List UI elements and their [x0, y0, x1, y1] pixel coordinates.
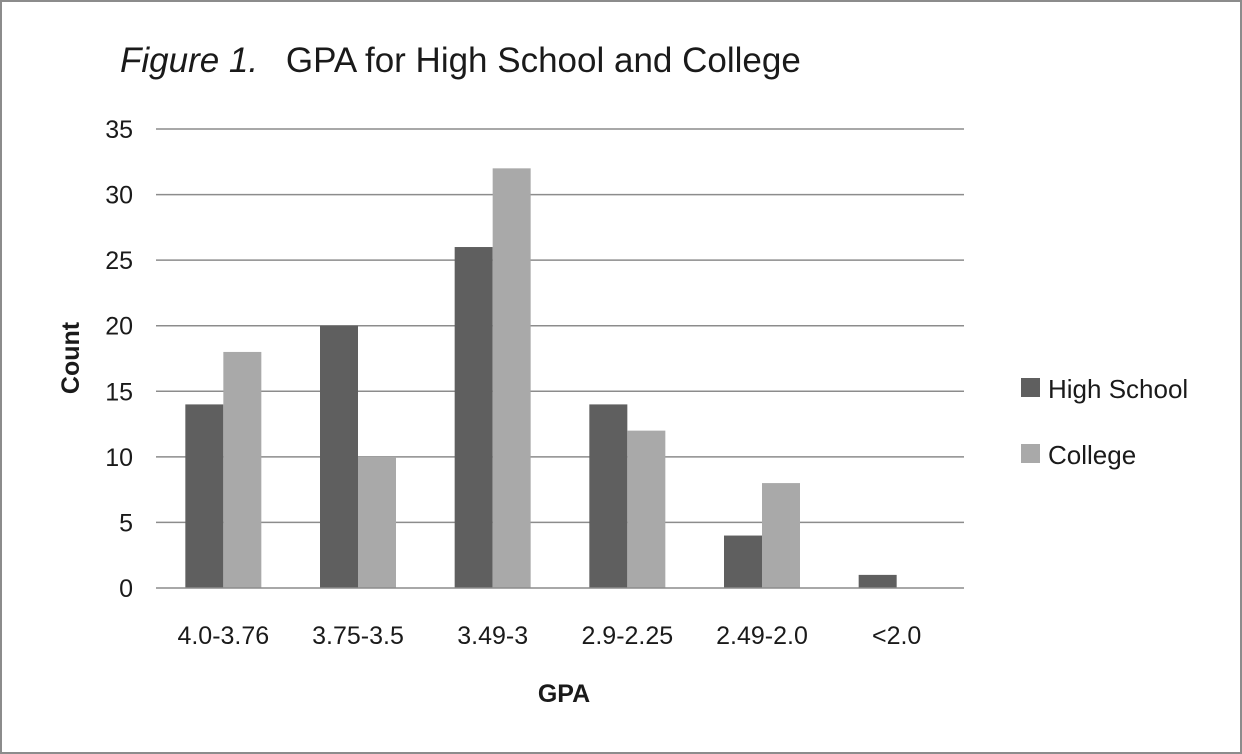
chart-title-prefix: Figure 1. — [120, 41, 258, 80]
y-tick-label-0: 0 — [119, 575, 133, 603]
bar-high-school-4 — [589, 404, 628, 588]
y-tick-label-5: 5 — [119, 509, 133, 537]
bar-high-school-3 — [454, 247, 493, 588]
y-tick-label-30: 30 — [105, 182, 133, 210]
bar-college-1 — [223, 351, 262, 588]
chart-title-main: GPA for High School and College — [286, 41, 801, 80]
y-tick-label-10: 10 — [105, 444, 133, 472]
x-tick-label-1: 4.0-3.76 — [177, 622, 269, 650]
bar-college-2 — [358, 456, 396, 588]
bar-high-school-5 — [724, 535, 762, 588]
legend-label-high-school: High School — [1048, 374, 1188, 404]
bar-college-5 — [762, 483, 800, 588]
y-tick-label-35: 35 — [105, 116, 133, 144]
bar-high-school-6 — [858, 574, 897, 588]
bar-high-school-1 — [185, 404, 224, 588]
y-tick-label-20: 20 — [105, 313, 133, 341]
bar-college-3 — [492, 168, 531, 589]
legend: High School College — [1021, 374, 1188, 470]
bars — [185, 168, 897, 589]
bar-high-school-2 — [320, 325, 358, 588]
y-tick-label-15: 15 — [105, 378, 133, 406]
x-tick-label-6: <2.0 — [872, 622, 921, 650]
x-tick-label-4: 2.9-2.25 — [581, 622, 673, 650]
legend-swatch-college — [1021, 444, 1040, 463]
chart-title: Figure 1. GPA for High School and Colleg… — [120, 41, 801, 80]
y-axis-tick-labels: 0 5 10 15 20 25 30 35 — [105, 116, 133, 603]
gridlines — [156, 128, 964, 524]
x-axis-tick-labels: 4.0-3.76 3.75-3.5 3.49-3 2.9-2.25 2.49-2.0 <2… — [177, 622, 921, 650]
x-axis-title: GPA — [538, 680, 590, 708]
y-axis-title: Count — [57, 321, 85, 394]
x-tick-label-3: 3.49-3 — [457, 622, 528, 650]
x-tick-label-2: 3.75-3.5 — [312, 622, 404, 650]
x-tick-label-5: 2.49-2.0 — [716, 622, 808, 650]
bar-college-4 — [627, 430, 666, 588]
legend-swatch-high-school — [1021, 378, 1040, 397]
y-tick-label-25: 25 — [105, 247, 133, 275]
legend-label-college: College — [1048, 440, 1136, 470]
